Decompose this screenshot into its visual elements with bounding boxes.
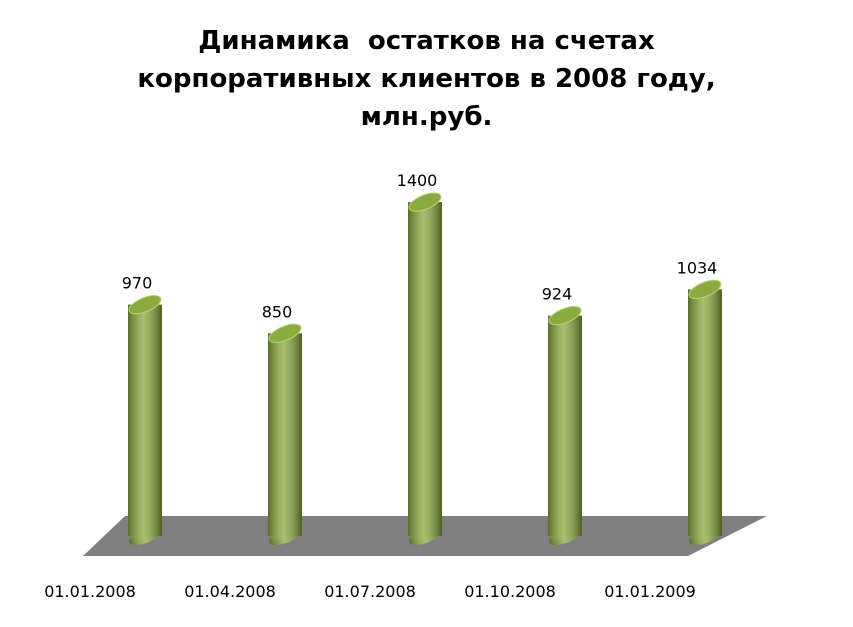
x-tick-label: 01.10.2008	[464, 582, 556, 601]
value-label: 970	[122, 274, 153, 293]
value-label: 850	[262, 302, 293, 321]
chart-title: Динамика остатков на счетах корпоративны…	[137, 26, 725, 132]
x-tick-label: 01.07.2008	[324, 582, 416, 601]
cylinder-top	[408, 192, 442, 212]
cylinder-top	[688, 279, 722, 299]
x-tick-label: 01.01.2009	[604, 582, 696, 601]
cylinder-top	[548, 306, 582, 326]
value-label: 1034	[677, 258, 718, 277]
bar-shade	[548, 315, 582, 536]
bar-shade	[128, 304, 162, 536]
cylinder-top	[128, 295, 162, 315]
bar-shade	[688, 289, 722, 536]
x-tick-label: 01.01.2008	[44, 582, 136, 601]
chart-title-box: Динамика остатков на счетах корпоративны…	[0, 22, 853, 136]
bar-shade	[268, 333, 302, 536]
cylinder-top	[268, 323, 302, 343]
x-tick-label: 01.04.2008	[184, 582, 276, 601]
value-label: 1400	[397, 171, 438, 190]
bar-shade	[408, 202, 442, 536]
value-label: 924	[542, 285, 573, 304]
